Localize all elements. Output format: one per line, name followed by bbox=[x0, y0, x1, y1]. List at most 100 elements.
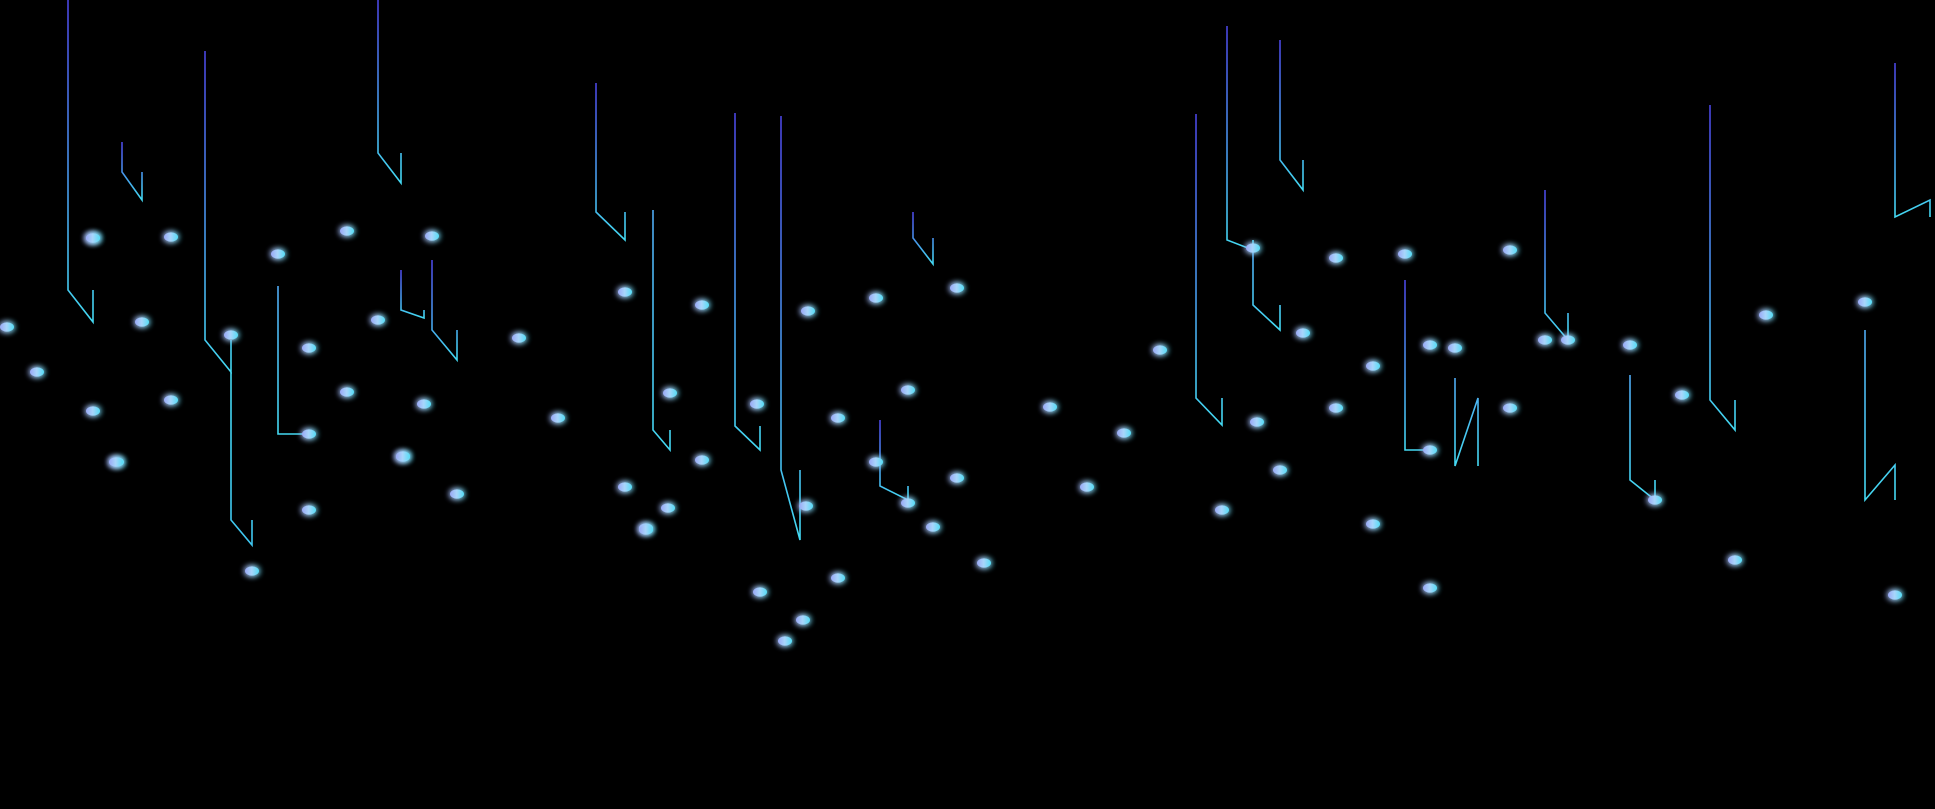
terminal-node-dot bbox=[869, 293, 883, 303]
terminal-node-dot bbox=[831, 413, 845, 423]
terminal-node-dot bbox=[1759, 310, 1773, 320]
terminal-node-dot bbox=[396, 451, 410, 461]
terminal-node-dot bbox=[799, 501, 813, 511]
terminal-node-dot bbox=[618, 287, 632, 297]
terminal-node-dot bbox=[340, 387, 354, 397]
terminal-node-dot bbox=[1246, 243, 1260, 253]
terminal-node-dot bbox=[135, 317, 149, 327]
trace-line bbox=[595, 83, 626, 242]
terminal-node-dot bbox=[551, 413, 565, 423]
terminal-node-dot bbox=[1858, 297, 1872, 307]
terminal-node-dot bbox=[30, 367, 44, 377]
terminal-node-dot bbox=[302, 505, 316, 515]
terminal-node-dot bbox=[753, 587, 767, 597]
trace-line bbox=[1252, 250, 1281, 332]
terminal-node-dot bbox=[0, 322, 14, 332]
terminal-node-dot bbox=[1329, 403, 1343, 413]
terminal-node-dot bbox=[164, 395, 178, 405]
terminal-node-dot bbox=[1503, 245, 1517, 255]
trace-line bbox=[1864, 330, 1896, 503]
trace-line bbox=[400, 270, 425, 320]
trace-line bbox=[230, 372, 253, 548]
terminal-node-dot bbox=[109, 457, 123, 467]
terminal-node-dot bbox=[1728, 555, 1742, 565]
terminal-node-dot bbox=[1888, 590, 1902, 600]
trace-line bbox=[1195, 114, 1223, 427]
terminal-node-dot bbox=[831, 573, 845, 583]
trace-line bbox=[912, 212, 934, 267]
terminal-node-dot bbox=[1043, 402, 1057, 412]
terminal-node-dot bbox=[1366, 519, 1380, 529]
terminal-node-dot bbox=[901, 385, 915, 395]
terminal-node-dot bbox=[164, 232, 178, 242]
trace-line bbox=[734, 113, 761, 452]
terminal-node-dot bbox=[512, 333, 526, 343]
trace-line bbox=[377, 0, 402, 186]
trace-line bbox=[652, 210, 671, 453]
terminal-node-dot bbox=[450, 489, 464, 499]
trace-line bbox=[277, 286, 309, 435]
trace-line bbox=[204, 51, 232, 375]
trace-line bbox=[1544, 190, 1569, 343]
terminal-node-dot bbox=[1561, 335, 1575, 345]
terminal-node-dot bbox=[417, 399, 431, 409]
terminal-node-dot bbox=[1296, 328, 1310, 338]
terminal-node-dot bbox=[86, 406, 100, 416]
terminal-node-dot bbox=[1423, 445, 1437, 455]
trace-line bbox=[431, 260, 458, 363]
terminal-node-dot bbox=[1215, 505, 1229, 515]
terminal-node-dot bbox=[801, 306, 815, 316]
trace-line bbox=[1226, 26, 1254, 252]
terminal-node-dot bbox=[1366, 361, 1380, 371]
terminal-node-dot bbox=[750, 399, 764, 409]
terminal-node-dot bbox=[1398, 249, 1412, 259]
terminal-node-dot bbox=[1648, 495, 1662, 505]
terminal-node-dot bbox=[901, 498, 915, 508]
terminal-node-dot bbox=[1503, 403, 1517, 413]
trace-line bbox=[1629, 375, 1656, 502]
trace-line bbox=[1709, 105, 1736, 433]
terminal-node-dot bbox=[340, 226, 354, 236]
terminal-node-dot bbox=[661, 503, 675, 513]
trace-line bbox=[879, 420, 909, 502]
terminal-node-dot bbox=[1448, 343, 1462, 353]
terminal-node-dot bbox=[224, 330, 238, 340]
terminal-node-dot bbox=[245, 566, 259, 576]
trace-line bbox=[1404, 280, 1430, 451]
terminal-node-dot bbox=[1329, 253, 1343, 263]
terminal-node-dot bbox=[1080, 482, 1094, 492]
terminal-node-dot bbox=[950, 473, 964, 483]
terminal-node-dot bbox=[778, 636, 792, 646]
terminal-node-dot bbox=[1273, 465, 1287, 475]
node-group bbox=[0, 226, 1902, 646]
terminal-node-dot bbox=[1153, 345, 1167, 355]
terminal-node-dot bbox=[926, 522, 940, 532]
terminal-node-dot bbox=[618, 482, 632, 492]
terminal-node-dot bbox=[1423, 340, 1437, 350]
terminal-node-dot bbox=[1250, 417, 1264, 427]
terminal-node-dot bbox=[371, 315, 385, 325]
trace-line bbox=[780, 116, 801, 541]
trace-line bbox=[1279, 40, 1304, 193]
terminal-node-dot bbox=[950, 283, 964, 293]
terminal-node-dot bbox=[869, 457, 883, 467]
trace-group bbox=[6, 0, 1931, 641]
terminal-node-dot bbox=[695, 455, 709, 465]
trace-line bbox=[1894, 63, 1931, 219]
terminal-node-dot bbox=[1538, 335, 1552, 345]
terminal-node-dot bbox=[86, 233, 100, 243]
terminal-node-dot bbox=[977, 558, 991, 568]
terminal-node-dot bbox=[695, 300, 709, 310]
terminal-node-dot bbox=[302, 343, 316, 353]
terminal-node-dot bbox=[1117, 428, 1131, 438]
trace-line bbox=[121, 142, 143, 203]
terminal-node-dot bbox=[639, 525, 653, 535]
terminal-node-dot bbox=[1623, 340, 1637, 350]
terminal-node-dot bbox=[663, 388, 677, 398]
terminal-node-dot bbox=[1675, 390, 1689, 400]
terminal-node-dot bbox=[425, 231, 439, 241]
terminal-node-dot bbox=[796, 615, 810, 625]
terminal-node-dot bbox=[1423, 583, 1437, 593]
